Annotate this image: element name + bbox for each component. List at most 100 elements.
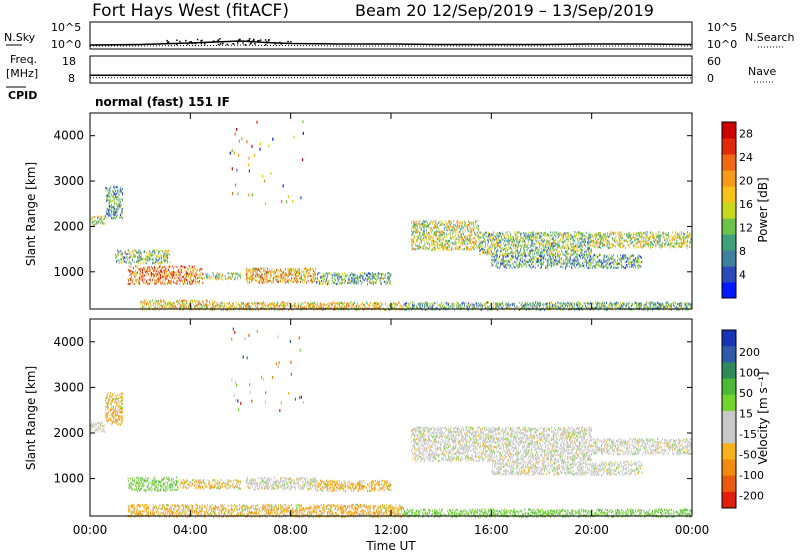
- echo-cell: [165, 258, 167, 261]
- echo-cell: [580, 234, 582, 237]
- echo-cell: [114, 185, 116, 188]
- noise-right-tick-bottom: 10^0: [707, 38, 737, 51]
- nsky-spike: [217, 43, 220, 46]
- echo-cell: [327, 281, 329, 284]
- echo-cell: [364, 279, 366, 282]
- echo-cell: [366, 278, 368, 281]
- echo-cell: [179, 273, 181, 276]
- echo-cell: [483, 233, 485, 236]
- echo-cell: [525, 232, 527, 235]
- echo-cell: [301, 308, 303, 311]
- echo-cell: [296, 307, 298, 310]
- echo-cell: [501, 263, 503, 266]
- echo-cell: [605, 264, 606, 267]
- echo-cell: [685, 245, 687, 248]
- echo-cell: [492, 237, 494, 240]
- echo-cell: [553, 233, 555, 236]
- echo-cell: [418, 306, 420, 310]
- echo-cell: [631, 261, 633, 264]
- echo-cell: [543, 262, 545, 266]
- echo-cell: [482, 248, 484, 251]
- echo-cell: [684, 237, 686, 240]
- echo-cell: [505, 255, 507, 258]
- echo-cell: [193, 265, 195, 268]
- echo-cell: [607, 267, 609, 270]
- echo-cell: [141, 252, 142, 255]
- echo-cell: [508, 255, 509, 258]
- echo-cell: [158, 308, 160, 311]
- echo-cell: [279, 307, 281, 310]
- echo-cell: [502, 232, 504, 235]
- echo-cell: [532, 234, 534, 237]
- echo-cell: [630, 255, 632, 258]
- echo-cell: [648, 242, 649, 245]
- echo-cell: [558, 250, 560, 253]
- echo-cell: [595, 260, 597, 263]
- echo-cell: [595, 237, 597, 240]
- echo-cell: [298, 305, 300, 308]
- echo-cell: [489, 245, 491, 248]
- echo-cell: [436, 223, 438, 226]
- echo-cell: [258, 281, 260, 284]
- echo-cell: [227, 302, 229, 305]
- echo-cell: [434, 222, 436, 225]
- echo-cell: [150, 280, 152, 283]
- echo-cell: [515, 264, 517, 267]
- echo-cell: [121, 210, 123, 213]
- echo-cell: [423, 238, 425, 241]
- echo-cell: [481, 307, 483, 310]
- echo-cell: [596, 241, 598, 244]
- echo-cell: [415, 232, 417, 235]
- echo-cell: [136, 260, 137, 263]
- echo-cell: [678, 237, 680, 240]
- echo-cell: [473, 229, 474, 232]
- echo-cell: [560, 257, 562, 260]
- echo-cell: [436, 307, 438, 310]
- echo-cell: [320, 306, 322, 309]
- echo-cell: [302, 281, 304, 284]
- echo-cell: [113, 212, 115, 215]
- echo-cell: [593, 240, 595, 243]
- echo-cell: [549, 252, 550, 255]
- echo-cell: [433, 240, 434, 243]
- echo-cell: [235, 272, 237, 275]
- echo-cell: [114, 201, 116, 204]
- echo-cell: [503, 242, 505, 245]
- echo-cell: [674, 246, 676, 249]
- echo-cell: [166, 277, 168, 280]
- echo-cell: [411, 227, 413, 230]
- nsky-spike: [239, 38, 241, 41]
- echo-cell: [468, 230, 470, 233]
- nsky-spike: [238, 39, 240, 41]
- echo-cell: [297, 272, 299, 275]
- echo-cell: [522, 238, 524, 241]
- echo-cell: [560, 238, 561, 241]
- echo-cell: [156, 249, 158, 252]
- echo-cell: [515, 254, 516, 257]
- echo-cell: [582, 255, 584, 258]
- echo-cell: [190, 300, 192, 304]
- echo-cell: [681, 241, 683, 244]
- echo-cell: [174, 277, 176, 280]
- echo-cell: [368, 307, 370, 310]
- echo-cell: [117, 208, 119, 211]
- echo-cell: [100, 217, 102, 220]
- echo-cell: [513, 264, 515, 268]
- echo-cell: [281, 304, 283, 307]
- echo-cell: [464, 236, 465, 239]
- echo-cell: [344, 272, 346, 275]
- echo-cell: [367, 283, 368, 286]
- echo-cell: [413, 304, 414, 307]
- echo-cell: [221, 308, 223, 312]
- echo-cell: [265, 278, 267, 281]
- echo-cell: [263, 301, 265, 304]
- echo-cell: [510, 241, 512, 244]
- echo-cell: [159, 257, 161, 260]
- echo-cell: [344, 278, 346, 281]
- echo-cell: [265, 306, 267, 310]
- echo-cell: [439, 238, 441, 241]
- nsky-spike: [249, 43, 252, 45]
- echo-cell: [517, 255, 519, 258]
- echo-cell: [258, 275, 259, 279]
- echo-cell: [587, 256, 589, 259]
